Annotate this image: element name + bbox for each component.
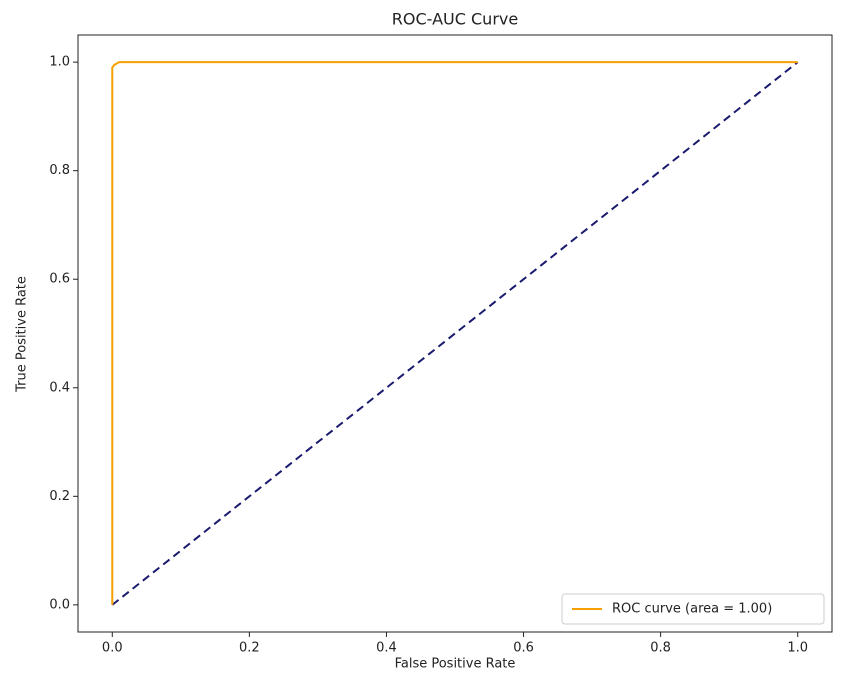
y-axis-label: True Positive Rate xyxy=(15,276,30,393)
y-tick-label: 1.0 xyxy=(49,55,70,70)
x-tick-label: 0.2 xyxy=(239,641,260,656)
y-tick-label: 0.8 xyxy=(49,163,70,178)
y-tick-label: 0.4 xyxy=(49,380,70,395)
y-tick-label: 0.0 xyxy=(49,597,70,612)
plot-frame xyxy=(77,34,833,633)
x-axis-label: False Positive Rate xyxy=(395,657,516,672)
x-tick-label: 0.8 xyxy=(650,641,671,656)
chart-title: ROC-AUC Curve xyxy=(392,10,518,29)
x-tick-label: 0.6 xyxy=(513,641,534,656)
reference-line xyxy=(111,61,799,606)
x-tick-label: 1.0 xyxy=(787,641,808,656)
x-tick-label: 0.4 xyxy=(376,641,397,656)
legend-label: ROC curve (area = 1.00) xyxy=(612,602,772,617)
roc-line xyxy=(111,61,798,605)
y-tick-label: 0.6 xyxy=(49,272,70,287)
y-tick-label: 0.2 xyxy=(49,489,70,504)
legend-box xyxy=(561,593,825,625)
x-tick-label: 0.0 xyxy=(102,641,123,656)
